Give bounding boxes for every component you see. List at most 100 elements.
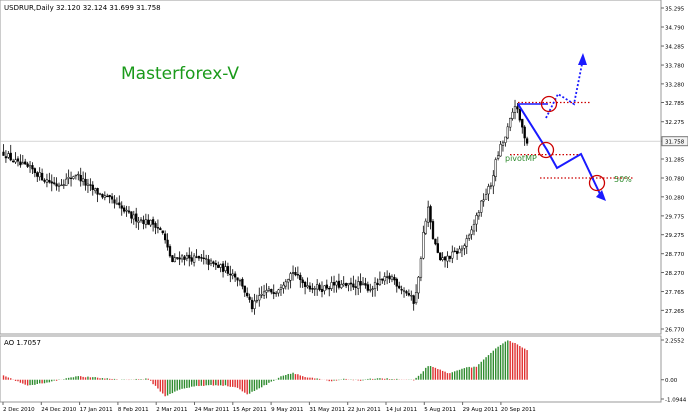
candle-body xyxy=(501,142,505,146)
candle-body xyxy=(135,213,138,222)
candle-body xyxy=(21,162,24,165)
candle-body xyxy=(108,194,111,198)
candle-body xyxy=(328,287,331,290)
candle-body xyxy=(371,288,374,290)
candle-body xyxy=(16,158,20,162)
candle-body xyxy=(516,106,519,110)
candle-body xyxy=(144,219,148,225)
candle-body xyxy=(291,272,295,274)
candle-body xyxy=(455,251,459,254)
time-tick-label: 5 Aug 2011 xyxy=(424,407,456,413)
candle-body xyxy=(489,185,493,187)
candle-body xyxy=(523,126,526,139)
candle-body xyxy=(127,210,131,213)
candle-body xyxy=(342,283,345,286)
candle-body xyxy=(24,161,27,165)
candle-body xyxy=(81,178,85,182)
candle-body xyxy=(509,117,512,128)
candle-body xyxy=(434,238,437,245)
candle-body xyxy=(166,239,169,248)
time-tick-label: 31 May 2011 xyxy=(309,407,345,413)
time-tick-label: 15 Apr 2011 xyxy=(233,407,267,413)
candle-body xyxy=(229,273,232,276)
candle-body xyxy=(72,176,75,179)
candle-body xyxy=(89,184,92,186)
price-tick-label: 28.270 xyxy=(665,271,685,277)
candle-body xyxy=(125,209,128,212)
candle-body xyxy=(248,296,251,300)
price-tick-label: 33.780 xyxy=(665,64,685,70)
candle-body xyxy=(154,223,157,228)
candle-body xyxy=(323,285,326,292)
candle-body xyxy=(320,288,324,292)
arrow-down-head xyxy=(596,190,606,201)
candle-body xyxy=(395,278,398,287)
candle-body xyxy=(122,207,126,212)
candle-body xyxy=(465,238,468,247)
time-tick-label: 2 Mar 2011 xyxy=(156,407,187,413)
price-tick-label: 34.790 xyxy=(665,26,685,32)
candle-body xyxy=(521,118,524,128)
candle-body xyxy=(366,284,369,291)
candle-body xyxy=(171,255,174,263)
price-axis: 35.295 34.790 34.285 33.780 33.280 32.785 32.2… xyxy=(661,7,688,334)
ao-axis: 2.2552 0.00 -1.0944 xyxy=(661,339,687,404)
candle-body xyxy=(376,283,379,286)
candle-body xyxy=(113,199,116,204)
candle-body xyxy=(525,138,529,144)
candle-body xyxy=(60,184,63,187)
candlestick-series xyxy=(2,99,529,315)
candle-body xyxy=(233,273,237,278)
candle-body xyxy=(480,200,483,213)
ao-pane xyxy=(0,335,662,403)
candle-body xyxy=(258,295,261,301)
candle-body xyxy=(352,283,355,288)
candle-body xyxy=(94,188,97,192)
candle-body xyxy=(482,199,485,202)
candle-body xyxy=(185,255,189,259)
candle-body xyxy=(209,260,213,264)
candle-body xyxy=(330,282,333,289)
pivot-label: pivotMP xyxy=(505,154,537,163)
candle-body xyxy=(332,282,336,286)
candle-body xyxy=(142,219,145,224)
time-axis: 2 Dec 2010 24 Dec 2010 17 Jan 2011 8 Feb 20… xyxy=(2,402,536,413)
candle-body xyxy=(36,172,39,177)
candle-body xyxy=(410,295,413,297)
projection-up-line xyxy=(545,63,583,119)
candle-body xyxy=(28,165,32,168)
candle-body xyxy=(424,220,427,234)
candle-body xyxy=(296,274,300,276)
fifty-percent-label: 50% xyxy=(614,175,632,184)
candle-body xyxy=(50,181,53,184)
price-tick-label: 26.770 xyxy=(665,328,685,334)
candle-body xyxy=(190,257,193,262)
current-price-box xyxy=(661,136,688,147)
candle-body xyxy=(137,220,140,223)
price-tick-label: 29.275 xyxy=(665,233,685,239)
ao-histogram xyxy=(2,340,528,397)
candle-body xyxy=(188,254,191,259)
candle-body xyxy=(439,252,442,261)
candle-body xyxy=(364,283,367,286)
candle-body xyxy=(496,155,500,159)
candle-body xyxy=(419,258,423,278)
time-tick-label: 20 Sep 2011 xyxy=(501,407,536,413)
price-pane xyxy=(0,0,662,335)
candle-body xyxy=(202,257,205,259)
candle-body xyxy=(180,255,184,260)
candle-body xyxy=(253,300,256,309)
candle-body xyxy=(19,161,22,166)
ao-indicator-label: AO 1.7057 xyxy=(4,339,41,347)
candle-body xyxy=(151,219,155,225)
price-tick-label: 32.275 xyxy=(665,120,685,126)
candle-body xyxy=(388,275,391,280)
circle-marker-middle xyxy=(537,141,555,159)
candle-body xyxy=(357,281,360,289)
candle-body xyxy=(192,255,196,263)
price-tick-label: 30.280 xyxy=(665,195,685,201)
candle-body xyxy=(149,220,152,226)
candle-body xyxy=(344,283,348,287)
candle-body xyxy=(511,111,514,119)
time-tick-label: 2 Dec 2010 xyxy=(3,407,35,413)
